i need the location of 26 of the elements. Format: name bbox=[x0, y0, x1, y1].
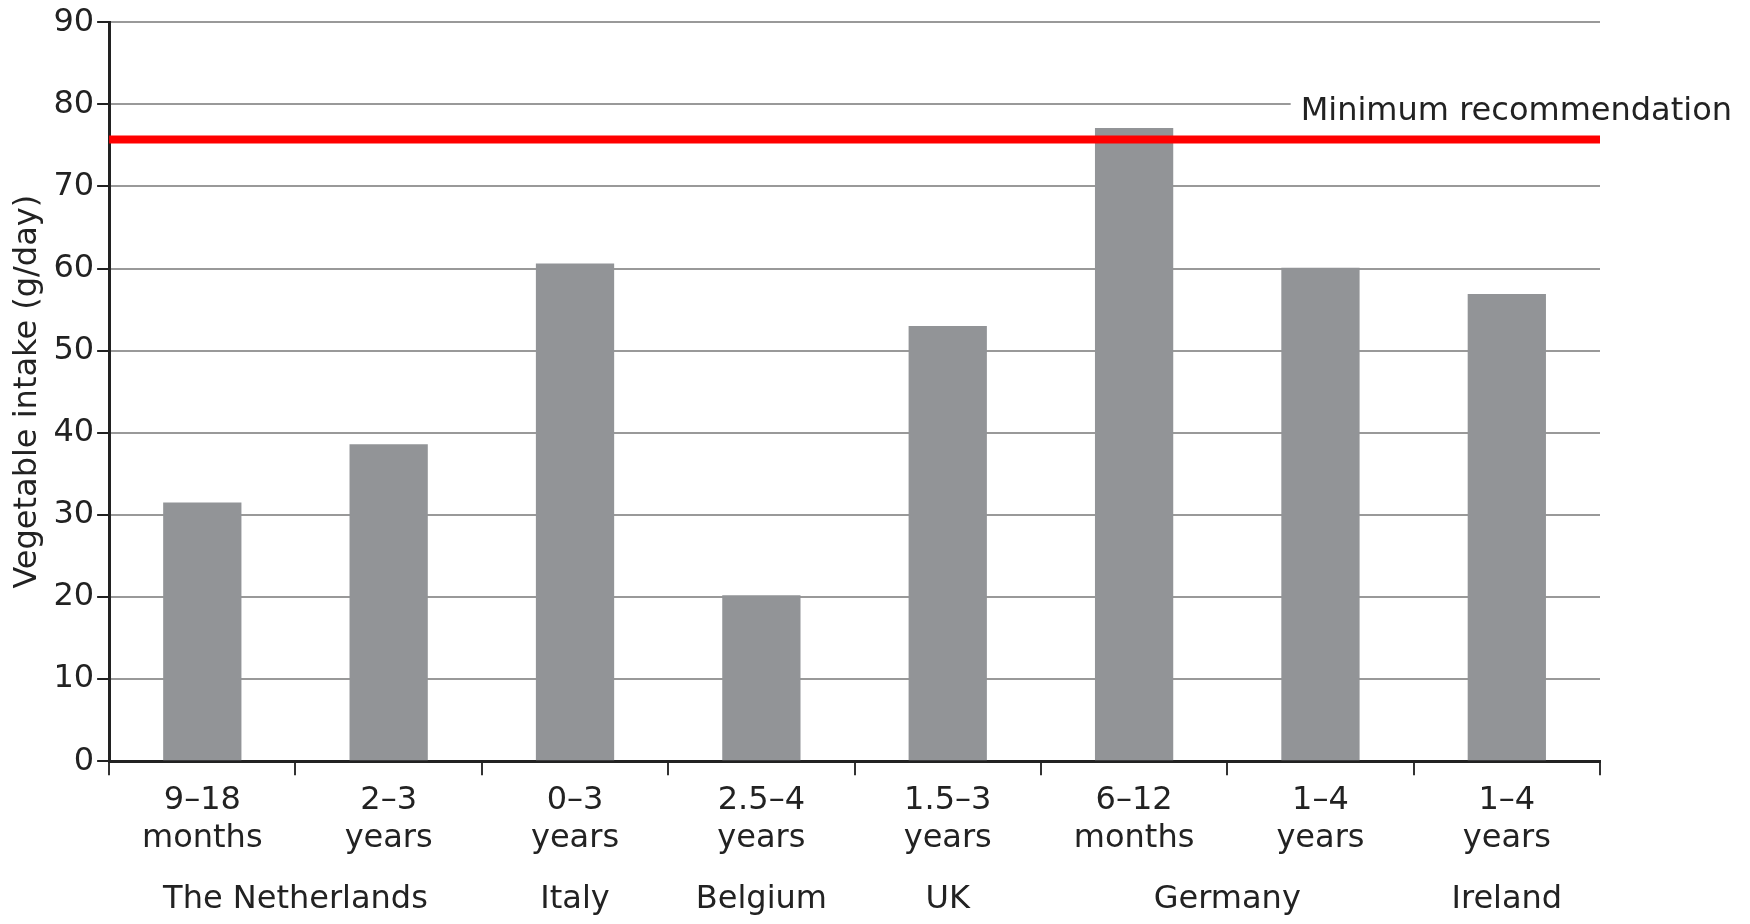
y-tick-label: 30 bbox=[53, 493, 95, 532]
x-tick-label: 2.5–4 years bbox=[717, 778, 806, 856]
ref-line-label: Minimum recommendation bbox=[1300, 89, 1732, 128]
y-tick-label: 40 bbox=[53, 411, 95, 450]
y-tick-label: 80 bbox=[53, 82, 95, 121]
y-tick-label: 10 bbox=[53, 657, 95, 696]
y-tick-label: 50 bbox=[53, 328, 95, 367]
y-tick-label: 0 bbox=[73, 739, 95, 778]
x-tick-label: 0–3 years bbox=[530, 778, 620, 856]
x-tick-label: 2–3 years bbox=[344, 778, 433, 856]
y-axis-title: Vegetable intake (g/day) bbox=[5, 194, 44, 589]
x-tick-label: 9–18 months bbox=[142, 778, 263, 856]
text: Germany bbox=[1153, 878, 1301, 917]
text: The Netherlands bbox=[162, 878, 428, 917]
x-tick-label: 1.5–3 years bbox=[903, 778, 992, 856]
text: Italy bbox=[540, 878, 610, 917]
x-tick-label: 1–4 years bbox=[1276, 778, 1365, 856]
y-tick-label: 20 bbox=[53, 575, 95, 614]
text: Ireland bbox=[1451, 878, 1563, 917]
x-tick-label: 6–12 months bbox=[1073, 778, 1195, 856]
x-tick-label: 1–4 years bbox=[1462, 778, 1551, 856]
y-tick-label: 90 bbox=[53, 0, 95, 39]
y-tick-label: 60 bbox=[53, 246, 95, 285]
y-tick-label: 70 bbox=[53, 164, 95, 203]
text: UK bbox=[925, 878, 971, 917]
text: Belgium bbox=[695, 878, 827, 917]
